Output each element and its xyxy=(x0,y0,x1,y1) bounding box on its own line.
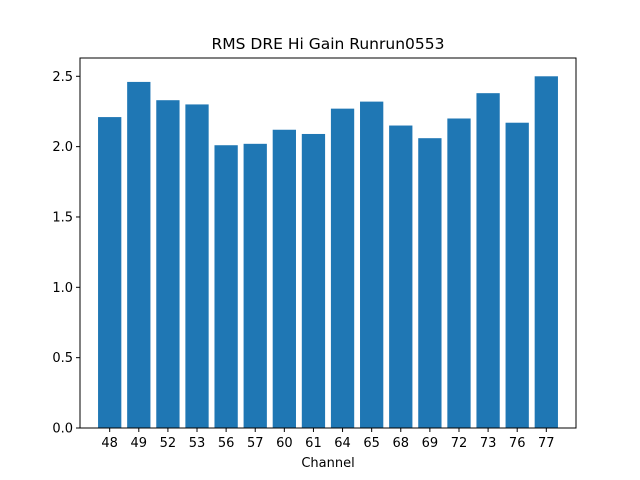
bar-48 xyxy=(98,117,122,428)
x-axis-label: Channel xyxy=(301,456,354,471)
bar-56 xyxy=(214,145,238,428)
chart-title: RMS DRE Hi Gain Runrun0553 xyxy=(212,35,445,53)
y-tick-label: 0.5 xyxy=(52,351,73,366)
bar-60 xyxy=(272,129,296,428)
y-tick-label: 1.5 xyxy=(52,210,73,225)
x-tick-label: 57 xyxy=(247,436,264,451)
x-tick-label: 53 xyxy=(189,436,206,451)
x-tick-label: 49 xyxy=(131,436,148,451)
x-tick-label: 69 xyxy=(422,436,439,451)
bar-77 xyxy=(534,76,558,428)
x-tick-label: 73 xyxy=(480,436,497,451)
y-tick-label: 0.0 xyxy=(52,422,73,437)
bar-69 xyxy=(418,138,442,428)
x-tick-label: 72 xyxy=(451,436,468,451)
bar-65 xyxy=(360,101,384,428)
x-tick-label: 76 xyxy=(509,436,526,451)
bar-76 xyxy=(505,122,529,428)
bar-68 xyxy=(389,125,413,429)
y-tick-label: 2.0 xyxy=(52,140,73,155)
y-axis: 0.0 0.5 1.0 1.5 2.0 2.5 xyxy=(52,70,80,437)
x-tick-label: 64 xyxy=(334,436,351,451)
x-tick-label: 61 xyxy=(305,436,322,451)
bars-group xyxy=(98,76,558,429)
bar-61 xyxy=(301,133,326,428)
x-tick-label: 65 xyxy=(363,436,380,451)
bar-53 xyxy=(185,104,209,429)
bar-72 xyxy=(447,118,471,428)
y-tick-label: 1.0 xyxy=(52,281,73,296)
bar-73 xyxy=(476,93,500,428)
x-tick-label: 56 xyxy=(218,436,235,451)
y-tick-label: 2.5 xyxy=(52,70,73,85)
bar-64 xyxy=(330,108,355,428)
x-tick-label: 77 xyxy=(538,436,555,451)
x-tick-label: 48 xyxy=(101,436,118,451)
x-tick-label: 68 xyxy=(392,436,409,451)
x-tick-label: 52 xyxy=(160,436,177,451)
bar-52 xyxy=(156,100,180,428)
x-axis: 48 49 52 53 56 57 60 61 64 65 68 69 72 73 76 77 xyxy=(101,428,555,451)
plot-frame xyxy=(79,57,577,429)
bar-57 xyxy=(243,143,267,428)
bar-49 xyxy=(127,81,151,428)
x-tick-label: 60 xyxy=(276,436,293,451)
